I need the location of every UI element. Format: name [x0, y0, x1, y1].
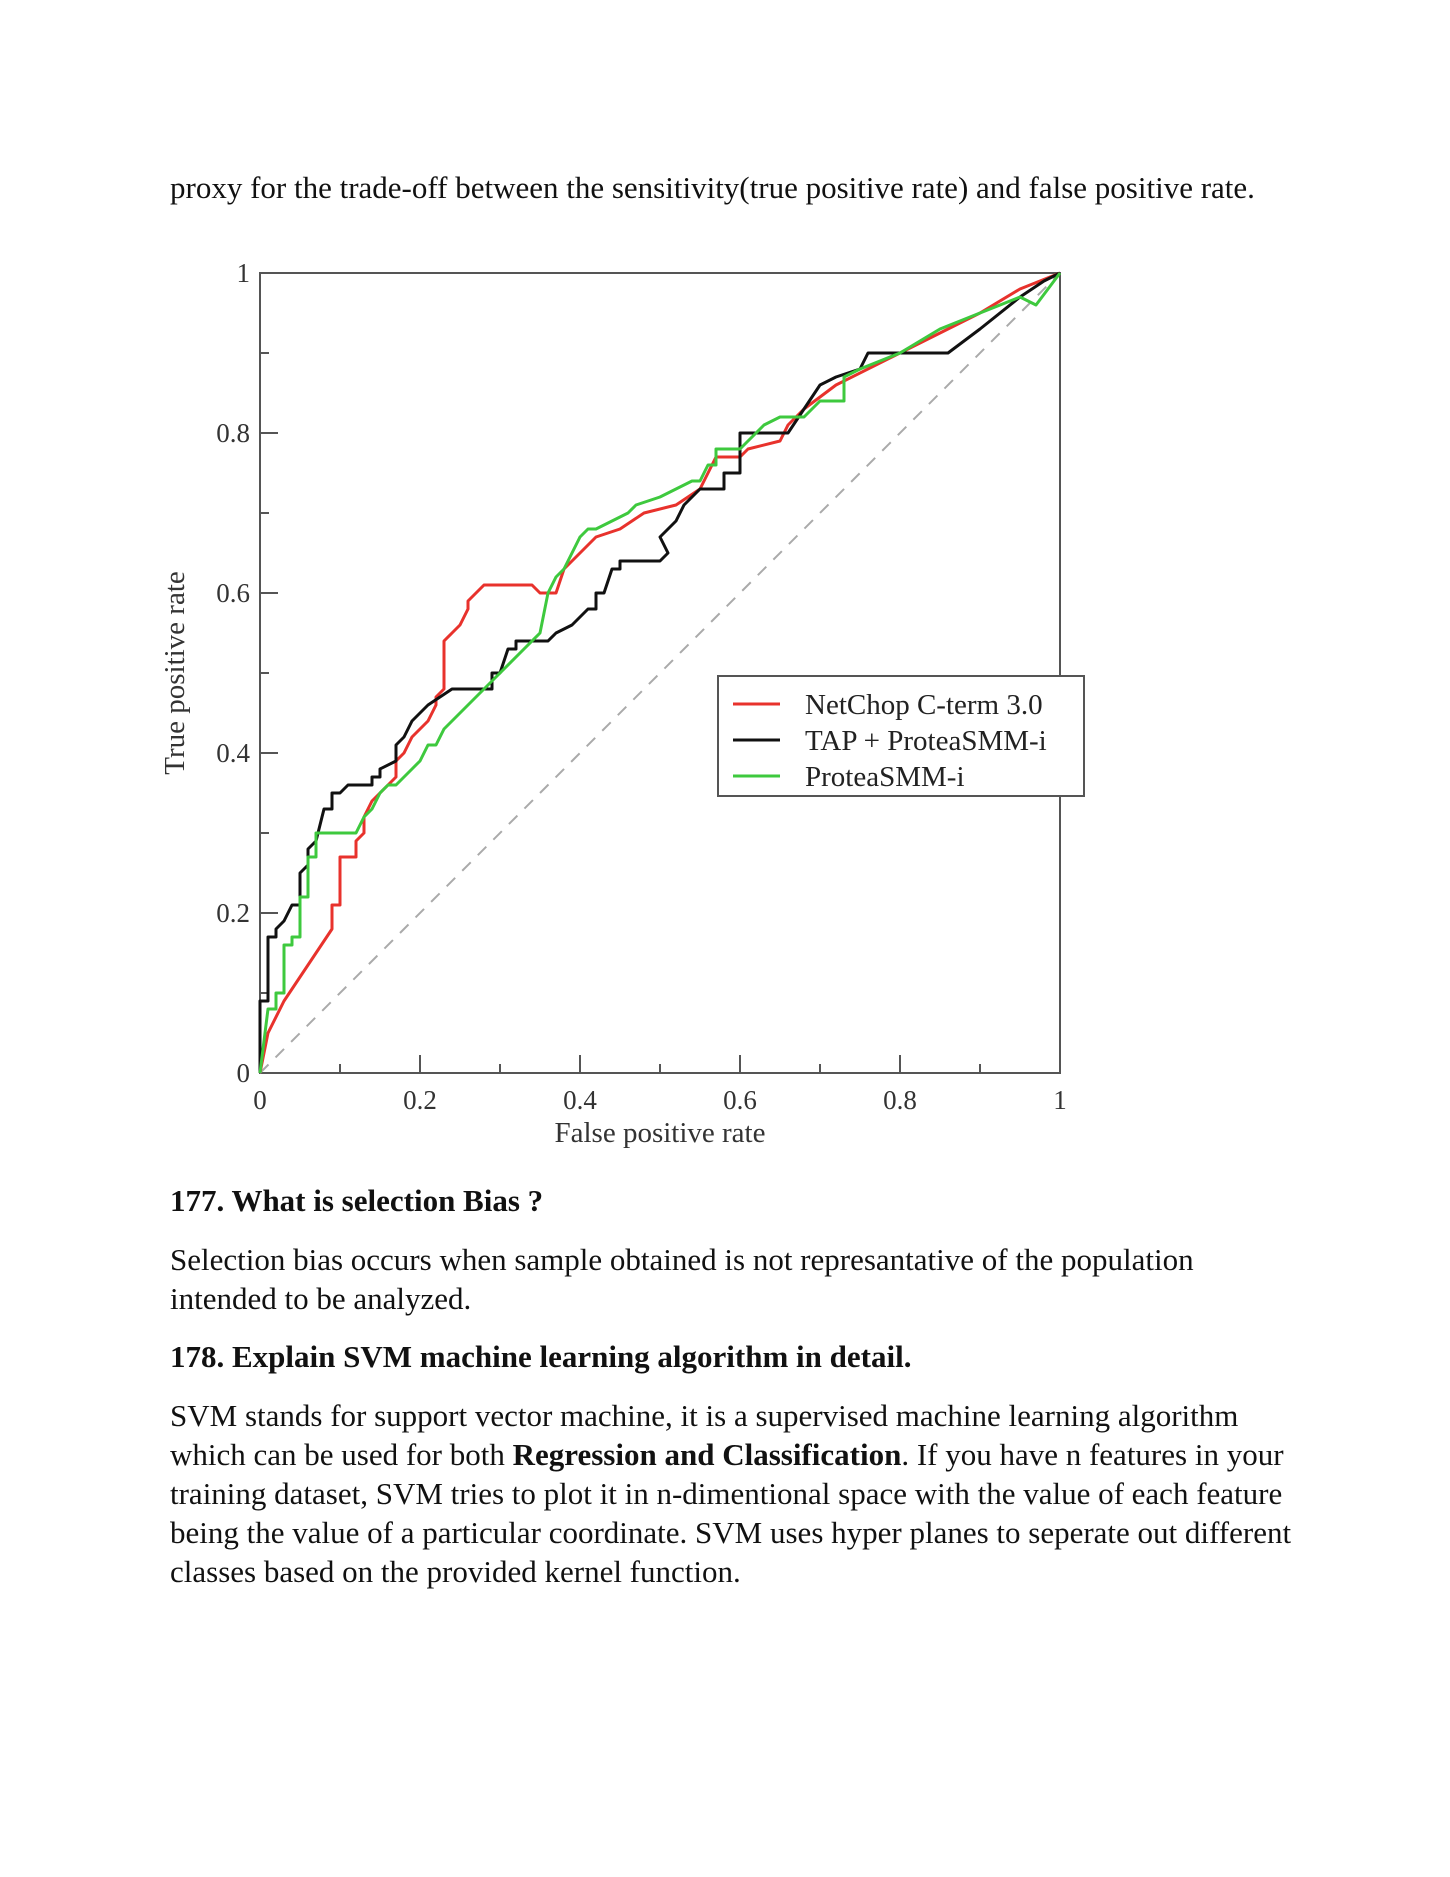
question-178-answer: SVM stands for support vector machine, i…: [170, 1396, 1300, 1591]
x-tick-label: 0.4: [563, 1085, 597, 1115]
axis-tick-labels: 0 0.2 0.4 0.6 0.8 1 0 0.2 0.4 0.6 0.8 1: [216, 258, 1067, 1115]
plot-frame: [259, 272, 1061, 1074]
legend-label-netchop: NetChop C-term 3.0: [805, 689, 1043, 721]
y-tick-label: 1: [237, 258, 251, 288]
x-tick-label: 0.8: [883, 1085, 917, 1115]
series-line-0: [258, 271, 1061, 1074]
series-line-2: [258, 272, 1062, 1074]
answer-text-bold: Regression and Classification: [512, 1437, 902, 1472]
y-tick-label: 0.8: [216, 418, 250, 448]
x-tick-label: 0.2: [403, 1085, 437, 1115]
question-177-answer: Selection bias occurs when sample obtain…: [170, 1242, 1194, 1316]
x-tick-label: 0: [253, 1085, 267, 1115]
x-tick-label: 1: [1053, 1085, 1067, 1115]
y-axis-label: True positive rate: [160, 571, 191, 775]
y-tick-label: 0.4: [216, 738, 250, 768]
axis-ticks: [260, 352, 981, 1073]
question-178-heading: 178. Explain SVM machine learning algori…: [170, 1339, 912, 1374]
x-axis-label: False positive rate: [554, 1117, 765, 1149]
y-tick-label: 0.2: [216, 898, 250, 928]
legend-label-tap: TAP + ProteaSMM-i: [805, 725, 1047, 757]
legend-label-proteasmm: ProteaSMM-i: [805, 761, 965, 793]
answer-text-pre: SVM stands for support vector machine, i…: [170, 1398, 1239, 1472]
series-lines: [258, 271, 1062, 1074]
question-177-heading: 177. What is selection Bias ?: [170, 1183, 544, 1218]
y-tick-label: 0.6: [216, 578, 250, 608]
legend: NetChop C-term 3.0 TAP + ProteaSMM-i Pro…: [717, 675, 1085, 797]
intro-paragraph: proxy for the trade-off between the sens…: [170, 170, 1255, 205]
y-tick-label: 0: [237, 1058, 251, 1088]
series-line-1: [258, 271, 1061, 1073]
x-tick-label: 0.6: [723, 1085, 757, 1115]
answer-text-post: . If you have n features in your trainin…: [170, 1437, 1292, 1589]
roc-chart: 0 0.2 0.4 0.6 0.8 1 0 0.2 0.4 0.6 0.8 1 False posit…: [160, 258, 1085, 1149]
diagonal-reference-line: [259, 272, 1061, 1074]
